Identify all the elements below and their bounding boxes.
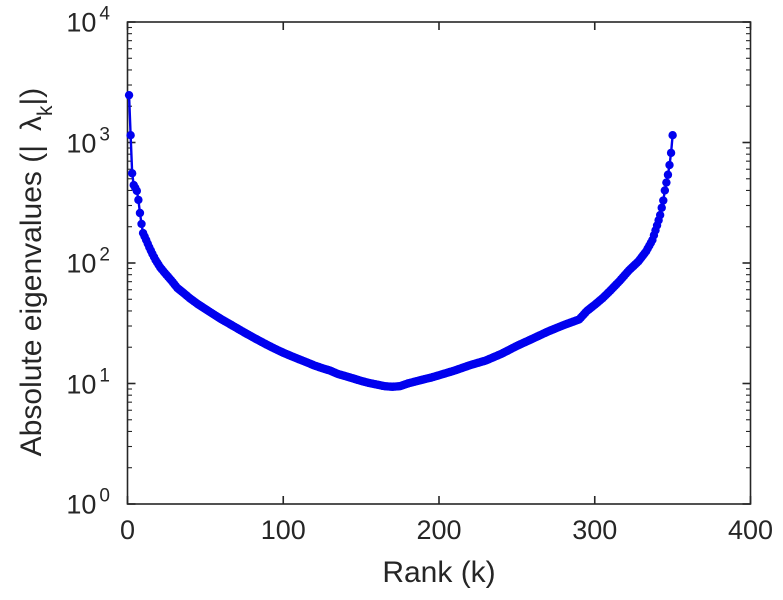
data-point-marker bbox=[662, 178, 671, 187]
data-point-marker bbox=[137, 219, 146, 229]
data-point-marker bbox=[124, 90, 134, 100]
y-axis-tick-label: 10 4 bbox=[20, 3, 110, 38]
y-tick-exponent: 2 bbox=[99, 244, 110, 266]
data-point-marker bbox=[135, 208, 145, 218]
x-axis-title: Rank (k) bbox=[382, 556, 496, 589]
x-axis-tick-label: 100 bbox=[260, 515, 306, 545]
data-point-marker bbox=[127, 169, 137, 178]
y-axis-title-suffix: |) bbox=[15, 87, 48, 106]
eigenvalue-curve bbox=[127, 93, 674, 388]
y-axis-tick-label: 10 2 bbox=[20, 244, 110, 279]
y-axis-tick-label: 10 1 bbox=[20, 364, 110, 399]
data-point-marker bbox=[657, 203, 666, 212]
data-point-marker bbox=[132, 186, 142, 196]
y-axis-tick-label: 10 3 bbox=[20, 123, 110, 158]
x-axis-tick-label: 400 bbox=[727, 515, 774, 545]
lambda-symbol: λ bbox=[15, 115, 48, 131]
y-tick-base: 10 bbox=[66, 489, 97, 520]
y-axis-ticks bbox=[127, 21, 751, 505]
x-axis-tick-label: 0 bbox=[119, 515, 136, 545]
y-tick-base: 10 bbox=[66, 248, 97, 279]
y-axis-title: Absolute eigenvalues (| λk|) bbox=[12, 12, 57, 532]
y-tick-exponent: 3 bbox=[99, 123, 110, 145]
data-point-marker bbox=[655, 210, 665, 220]
x-axis-tick-label: 200 bbox=[416, 515, 462, 545]
data-point-marker bbox=[666, 148, 676, 158]
y-tick-base: 10 bbox=[66, 127, 97, 158]
y-tick-exponent: 4 bbox=[99, 3, 110, 25]
y-tick-exponent: 1 bbox=[99, 364, 110, 386]
data-point-marker bbox=[126, 130, 135, 140]
y-tick-base: 10 bbox=[66, 368, 97, 399]
y-axis-minor-ticks bbox=[127, 26, 751, 469]
data-point-marker bbox=[663, 170, 673, 179]
data-point-marker bbox=[668, 130, 677, 140]
data-point-marker bbox=[659, 196, 668, 205]
x-axis-ticks bbox=[126, 22, 752, 504]
eigenvalue-series bbox=[124, 90, 677, 391]
y-axis-title-prefix: Absolute eigenvalues (| bbox=[15, 144, 48, 457]
data-point-marker bbox=[665, 160, 674, 170]
y-axis-tick-label: 10 0 bbox=[20, 485, 110, 520]
y-tick-exponent: 0 bbox=[99, 485, 110, 507]
y-tick-base: 10 bbox=[66, 7, 97, 38]
x-axis-tick-label: 300 bbox=[572, 515, 618, 545]
plot-frame bbox=[126, 21, 752, 505]
lambda-subscript: k bbox=[34, 105, 57, 116]
data-point-marker bbox=[134, 195, 143, 205]
data-point-marker bbox=[660, 186, 670, 195]
